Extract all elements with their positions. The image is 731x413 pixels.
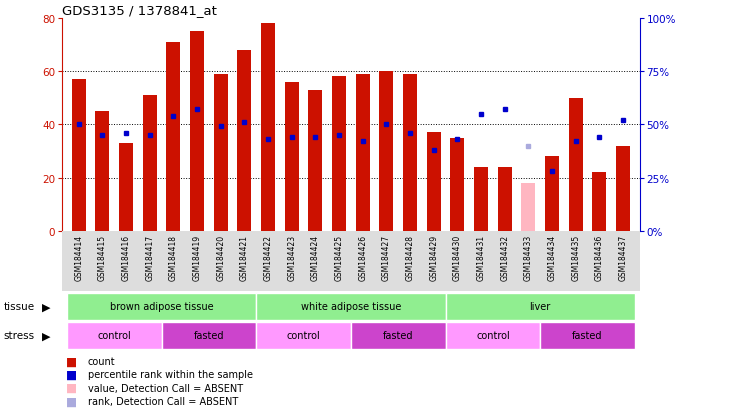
Bar (540, 322, 635, 349)
Text: liver: liver (529, 301, 551, 312)
Text: control: control (287, 330, 320, 341)
Bar (143, 96, 157, 231)
Text: control: control (476, 330, 510, 341)
Bar (67, 293, 256, 320)
Bar (261, 24, 275, 231)
Text: ■: ■ (66, 355, 77, 368)
Text: percentile rank within the sample: percentile rank within the sample (88, 370, 253, 380)
Text: ■: ■ (66, 368, 77, 381)
Text: GSM184431: GSM184431 (477, 234, 485, 280)
Text: white adipose tissue: white adipose tissue (300, 301, 401, 312)
Text: GSM184419: GSM184419 (192, 234, 202, 280)
Text: GSM184428: GSM184428 (406, 234, 414, 280)
Bar (474, 168, 488, 231)
Text: fasted: fasted (194, 330, 224, 341)
Text: GSM184420: GSM184420 (216, 234, 225, 280)
Bar (450, 138, 464, 231)
Bar (284, 83, 299, 231)
Bar (592, 173, 607, 231)
Text: ▶: ▶ (42, 330, 51, 340)
Bar (545, 157, 559, 231)
Bar (162, 322, 256, 349)
Bar (569, 98, 583, 231)
Bar (332, 77, 346, 231)
Text: brown adipose tissue: brown adipose tissue (110, 301, 213, 312)
Bar (119, 144, 133, 231)
Bar (446, 322, 540, 349)
Bar (190, 32, 204, 231)
Bar (379, 72, 393, 231)
Bar (238, 50, 251, 231)
Text: GSM184433: GSM184433 (524, 234, 533, 280)
Text: GSM184432: GSM184432 (500, 234, 510, 280)
Bar (351, 322, 446, 349)
Text: GSM184414: GSM184414 (75, 234, 83, 280)
Text: GSM184417: GSM184417 (145, 234, 154, 280)
Bar (616, 146, 630, 231)
Text: GSM184415: GSM184415 (98, 234, 107, 280)
Bar (67, 322, 162, 349)
Text: GSM184434: GSM184434 (548, 234, 556, 280)
Text: GSM184437: GSM184437 (618, 234, 627, 280)
Text: fasted: fasted (572, 330, 603, 341)
Bar (355, 74, 370, 231)
Text: rank, Detection Call = ABSENT: rank, Detection Call = ABSENT (88, 396, 238, 406)
Text: GSM184425: GSM184425 (335, 234, 344, 280)
Text: GSM184426: GSM184426 (358, 234, 367, 280)
Text: GSM184429: GSM184429 (429, 234, 438, 280)
Text: GSM184422: GSM184422 (264, 234, 273, 280)
Text: stress: stress (4, 330, 35, 340)
Text: GSM184430: GSM184430 (453, 234, 462, 280)
Bar (521, 183, 536, 231)
Text: count: count (88, 356, 115, 366)
Text: GSM184423: GSM184423 (287, 234, 296, 280)
Text: ▶: ▶ (42, 301, 51, 311)
Text: GSM184416: GSM184416 (121, 234, 131, 280)
Text: ■: ■ (66, 381, 77, 394)
Bar (308, 90, 322, 231)
Bar (256, 322, 351, 349)
Text: GSM184436: GSM184436 (595, 234, 604, 280)
Bar (403, 74, 417, 231)
Text: tissue: tissue (4, 301, 35, 311)
Text: GSM184418: GSM184418 (169, 234, 178, 280)
Text: value, Detection Call = ABSENT: value, Detection Call = ABSENT (88, 383, 243, 393)
Text: ■: ■ (66, 394, 77, 408)
Text: control: control (97, 330, 131, 341)
Bar (427, 133, 441, 231)
Text: GSM184435: GSM184435 (571, 234, 580, 280)
Text: GDS3135 / 1378841_at: GDS3135 / 1378841_at (62, 5, 217, 17)
Bar (95, 112, 110, 231)
Bar (213, 74, 228, 231)
Text: GSM184424: GSM184424 (311, 234, 320, 280)
Text: GSM184421: GSM184421 (240, 234, 249, 280)
Bar (498, 168, 512, 231)
Bar (446, 293, 635, 320)
Bar (166, 43, 181, 231)
Text: fasted: fasted (383, 330, 414, 341)
Text: GSM184427: GSM184427 (382, 234, 391, 280)
Bar (256, 293, 446, 320)
Bar (72, 80, 86, 231)
